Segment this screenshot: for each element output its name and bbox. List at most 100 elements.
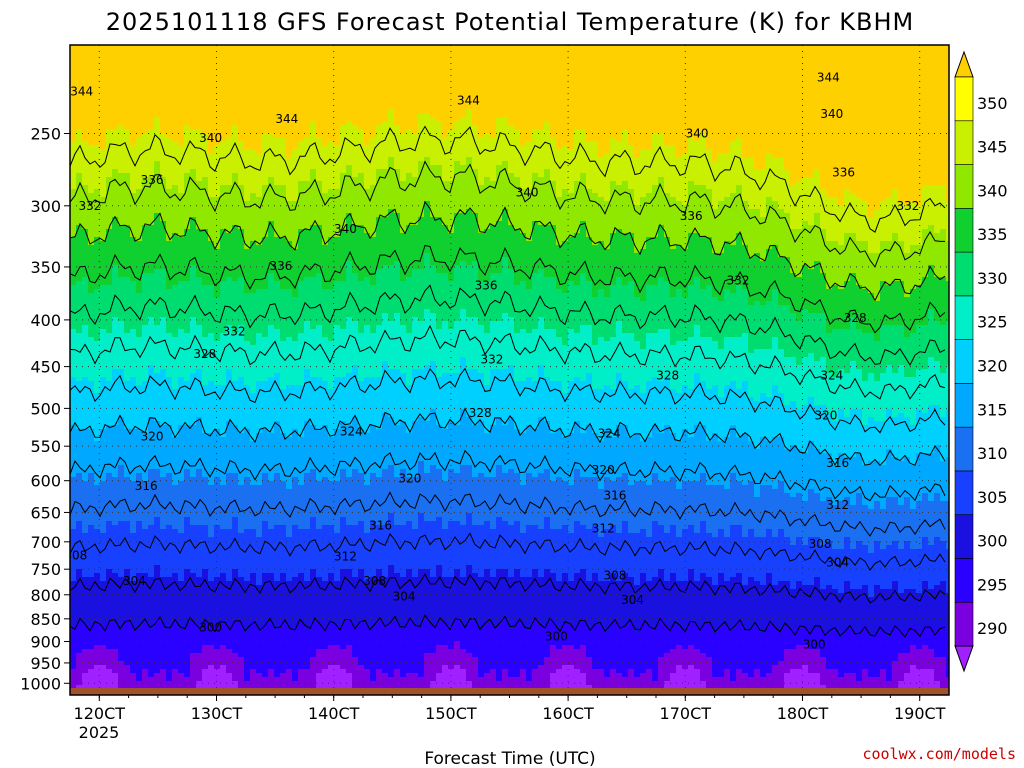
- heatmap-cell: [214, 685, 221, 690]
- heatmap-cell: [160, 93, 167, 98]
- heatmap-cell: [148, 521, 155, 526]
- heatmap-cell: [250, 149, 257, 154]
- heatmap-cell: [100, 197, 107, 202]
- heatmap-cell: [118, 357, 125, 362]
- heatmap-cell: [76, 433, 83, 438]
- heatmap-cell: [88, 49, 95, 54]
- heatmap-cell: [142, 257, 149, 262]
- heatmap-cell: [76, 293, 83, 298]
- heatmap-cell: [232, 257, 239, 262]
- heatmap-cell: [238, 401, 245, 406]
- heatmap-cell: [226, 493, 233, 498]
- heatmap-cell: [70, 153, 77, 158]
- heatmap-cell: [190, 237, 197, 242]
- heatmap-cell: [214, 521, 221, 526]
- heatmap-cell: [106, 485, 113, 490]
- heatmap-cell: [112, 353, 119, 358]
- heatmap-cell: [154, 293, 161, 298]
- heatmap-cell: [178, 81, 185, 86]
- heatmap-cell: [178, 157, 185, 162]
- heatmap-cell: [172, 217, 179, 222]
- heatmap-cell: [124, 269, 131, 274]
- heatmap-cell: [82, 577, 89, 582]
- heatmap-cell: [238, 225, 245, 230]
- heatmap-cell: [148, 121, 155, 126]
- heatmap-cell: [214, 85, 221, 90]
- heatmap-cell: [94, 453, 101, 458]
- heatmap-cell: [88, 77, 95, 82]
- heatmap-cell: [172, 165, 179, 170]
- heatmap-cell: [208, 305, 215, 310]
- heatmap-cell: [178, 125, 185, 130]
- heatmap-cell: [244, 257, 251, 262]
- heatmap-cell: [226, 117, 233, 122]
- heatmap-cell: [112, 417, 119, 422]
- heatmap-cell: [208, 245, 215, 250]
- heatmap-cell: [94, 593, 101, 598]
- heatmap-cell: [106, 177, 113, 182]
- heatmap-cell: [178, 557, 185, 562]
- heatmap-cell: [160, 137, 167, 142]
- heatmap-cell: [130, 105, 137, 110]
- heatmap-cell: [166, 253, 173, 258]
- heatmap-cell: [136, 333, 143, 338]
- heatmap-cell: [154, 201, 161, 206]
- heatmap-cell: [100, 185, 107, 190]
- heatmap-cell: [184, 433, 191, 438]
- heatmap-cell: [196, 113, 203, 118]
- heatmap-cell: [232, 333, 239, 338]
- heatmap-cell: [148, 409, 155, 414]
- heatmap-cell: [232, 653, 239, 658]
- heatmap-cell: [106, 305, 113, 310]
- heatmap-cell: [160, 561, 167, 566]
- heatmap-cell: [94, 245, 101, 250]
- heatmap-cell: [208, 177, 215, 182]
- heatmap-cell: [76, 661, 83, 666]
- heatmap-cell: [250, 101, 257, 106]
- heatmap-cell: [88, 521, 95, 526]
- heatmap-cell: [94, 457, 101, 462]
- heatmap-cell: [226, 561, 233, 566]
- heatmap-cell: [112, 641, 119, 646]
- heatmap-cell: [154, 389, 161, 394]
- heatmap-cell: [82, 249, 89, 254]
- heatmap-cell: [232, 449, 239, 454]
- heatmap-cell: [220, 333, 227, 338]
- heatmap-cell: [220, 465, 227, 470]
- heatmap-cell: [244, 513, 251, 518]
- heatmap-cell: [88, 133, 95, 138]
- heatmap-cell: [184, 673, 191, 678]
- heatmap-cell: [70, 641, 77, 646]
- heatmap-cell: [214, 137, 221, 142]
- heatmap-cell: [196, 181, 203, 186]
- heatmap-cell: [226, 505, 233, 510]
- heatmap-cell: [94, 369, 101, 374]
- heatmap-cell: [250, 173, 257, 178]
- heatmap-cell: [94, 409, 101, 414]
- heatmap-cell: [130, 557, 137, 562]
- heatmap-cell: [208, 297, 215, 302]
- heatmap-cell: [184, 49, 191, 54]
- heatmap-cell: [124, 237, 131, 242]
- heatmap-cell: [82, 417, 89, 422]
- heatmap-cell: [190, 61, 197, 66]
- heatmap-cell: [154, 185, 161, 190]
- heatmap-cell: [148, 257, 155, 262]
- heatmap-cell: [226, 177, 233, 182]
- heatmap-cell: [136, 289, 143, 294]
- heatmap-cell: [100, 233, 107, 238]
- heatmap-cell: [208, 449, 215, 454]
- heatmap-cell: [70, 509, 77, 514]
- heatmap-cell: [196, 605, 203, 610]
- heatmap-cell: [172, 289, 179, 294]
- heatmap-cell: [100, 605, 107, 610]
- heatmap-cell: [226, 589, 233, 594]
- heatmap-cell: [154, 441, 161, 446]
- heatmap-cell: [202, 109, 209, 114]
- heatmap-cell: [208, 345, 215, 350]
- heatmap-cell: [142, 253, 149, 258]
- heatmap-cell: [100, 401, 107, 406]
- heatmap-cell: [166, 157, 173, 162]
- heatmap-cell: [88, 489, 95, 494]
- heatmap-cell: [130, 673, 137, 678]
